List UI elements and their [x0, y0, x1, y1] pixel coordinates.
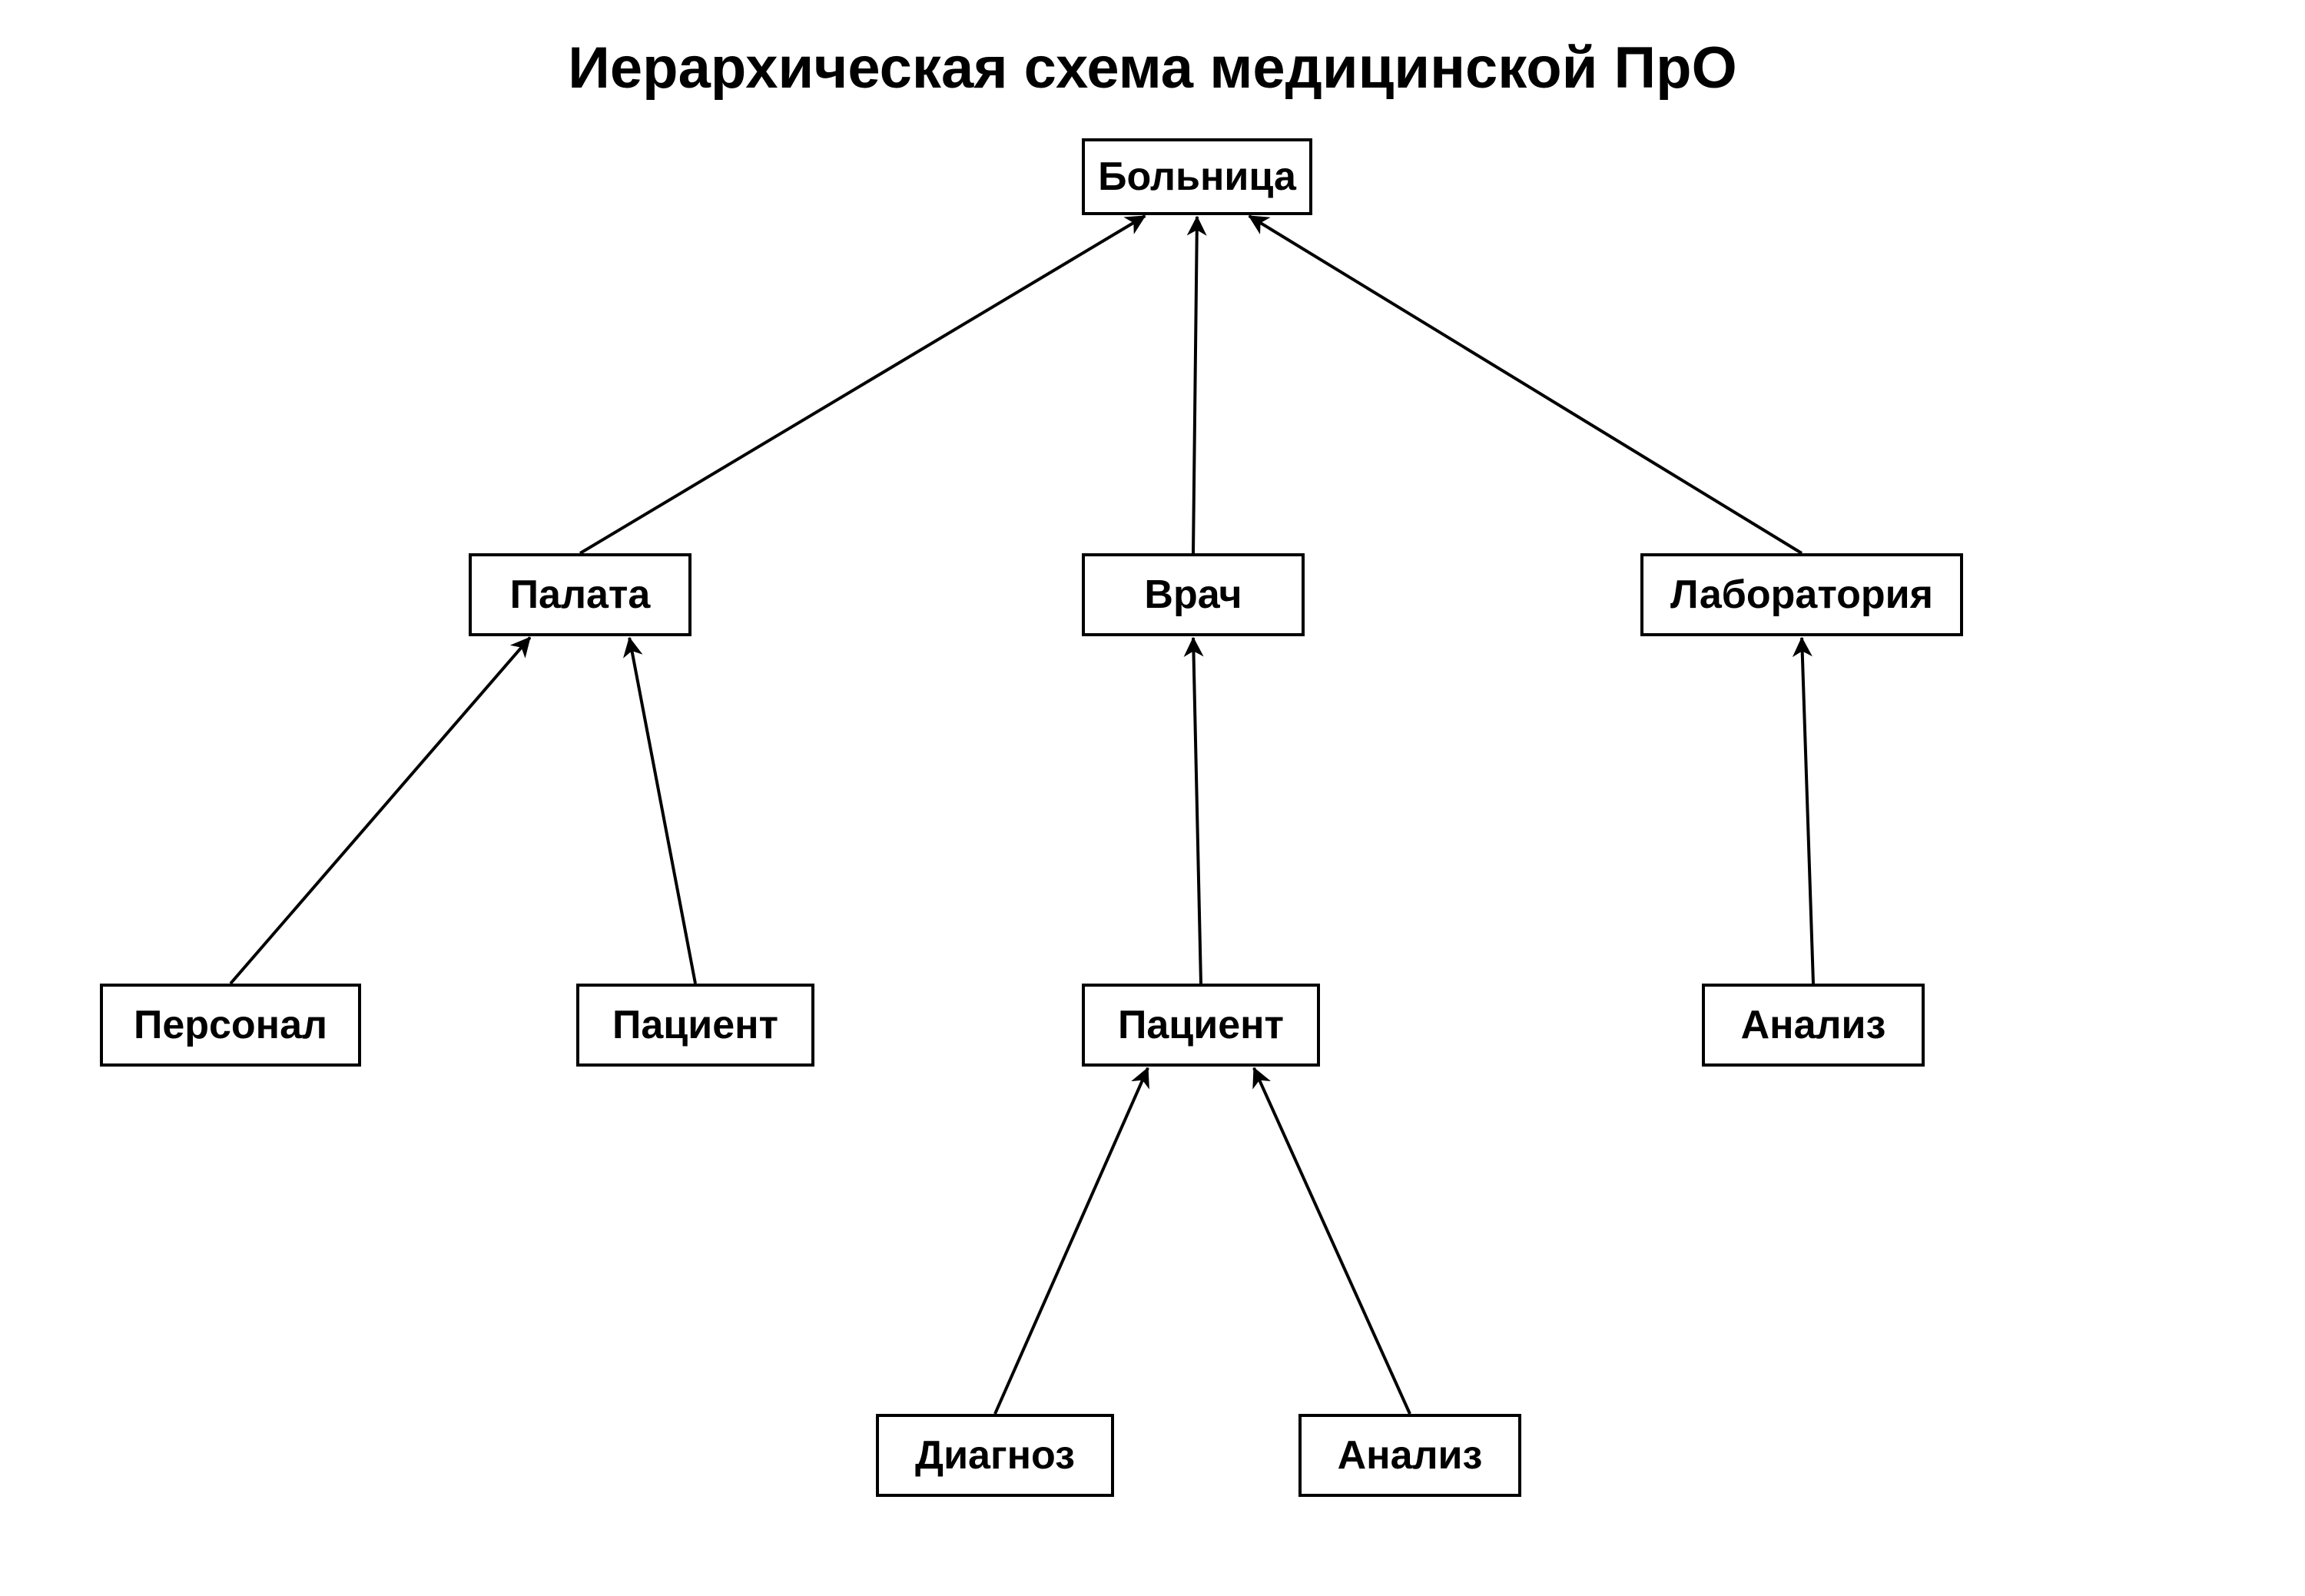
edge-diagnosis-to-patient2 — [995, 1068, 1148, 1414]
edge-doctor-to-hospital — [1193, 217, 1197, 553]
node-patient1: Пациент — [576, 984, 814, 1067]
node-diagnosis: Диагноз — [876, 1414, 1114, 1497]
node-patient2: Пациент — [1082, 984, 1320, 1067]
edge-patient1-to-ward — [629, 638, 695, 984]
edge-ward-to-hospital — [580, 216, 1145, 553]
node-hospital: Больница — [1082, 138, 1312, 215]
diagram-edges-layer — [0, 0, 2305, 1596]
node-label: Анализ — [1741, 1002, 1886, 1048]
node-analysis1: Анализ — [1298, 1414, 1521, 1497]
node-analysis2: Анализ — [1702, 984, 1925, 1067]
diagram-title: Иерархическая схема медицинской ПрО — [0, 35, 2305, 101]
edge-patient2-to-doctor — [1193, 638, 1201, 984]
node-label: Лаборатория — [1670, 572, 1933, 618]
node-label: Больница — [1098, 154, 1296, 200]
edge-analysis1-to-patient2 — [1254, 1068, 1410, 1414]
edge-staff-to-ward — [230, 638, 530, 984]
node-ward: Палата — [469, 553, 692, 636]
node-staff: Персонал — [100, 984, 361, 1067]
node-label: Персонал — [134, 1002, 327, 1048]
node-doctor: Врач — [1082, 553, 1305, 636]
edge-analysis2-to-lab — [1802, 638, 1813, 984]
node-label: Врач — [1144, 572, 1242, 618]
node-label: Диагноз — [915, 1432, 1075, 1478]
node-label: Палата — [510, 572, 651, 618]
node-label: Пациент — [1118, 1002, 1284, 1048]
node-lab: Лаборатория — [1640, 553, 1963, 636]
node-label: Анализ — [1338, 1432, 1483, 1478]
edge-lab-to-hospital — [1249, 216, 1802, 553]
node-label: Пациент — [612, 1002, 778, 1048]
